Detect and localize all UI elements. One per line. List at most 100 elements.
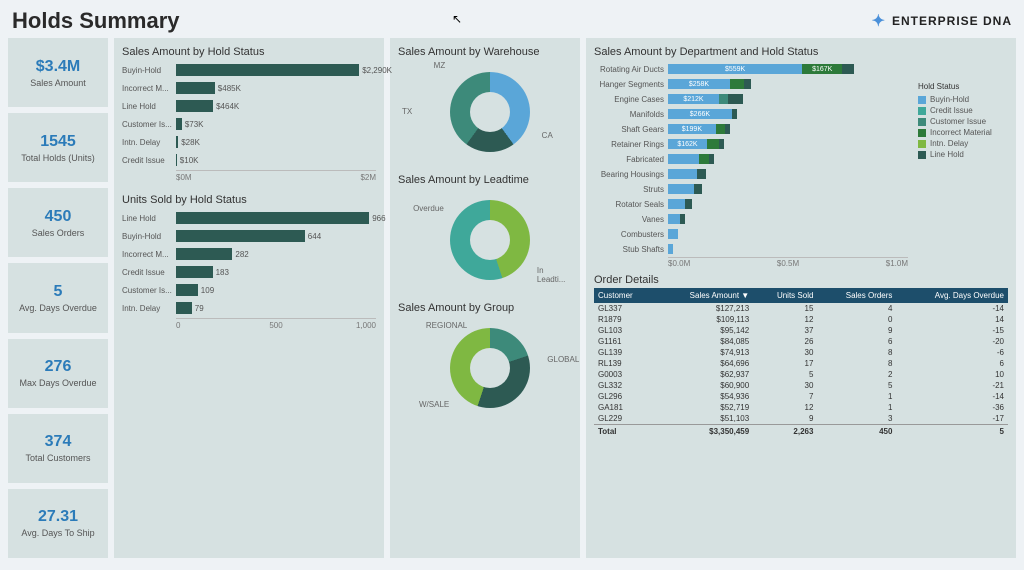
logo-text: ENTERPRISE DNA [892,14,1012,28]
dept-legend: Hold StatusBuyin-HoldCredit IssueCustome… [918,62,1008,268]
hold-status-chart[interactable]: Buyin-Hold$2,290K Incorrect M...$485K Line… [122,62,376,168]
table-header[interactable]: Units Sold [753,288,817,303]
dashboard: $3.4MSales Amount 1545 Total Holds (Units)… [0,38,1024,566]
stacked-row[interactable]: Bearing Housings [594,167,908,181]
legend-item[interactable]: Line Hold [918,150,1008,159]
kpi-card[interactable]: 1545 Total Holds (Units) [8,113,108,182]
leadtime-donut[interactable]: In Leadti...Overdue [420,190,550,300]
warehouse-donut[interactable]: CATXMZ [420,62,550,172]
hold-status-axis: $0M$2M [176,170,376,182]
table-row[interactable]: G0003$62,9375210 [594,369,1008,380]
donut-label: REGIONAL [426,321,467,330]
stacked-row[interactable]: Rotating Air Ducts$559K$167K [594,62,908,76]
table-header[interactable]: Sales Amount ▼ [656,288,754,303]
legend-item[interactable]: Buyin-Hold [918,95,1008,104]
stacked-row[interactable]: Combusters [594,227,908,241]
group-title: Sales Amount by Group [398,302,572,314]
bar-label: Intn. Delay [122,138,176,147]
units-sold-title: Units Sold by Hold Status [122,194,376,206]
table-header[interactable]: Avg. Days Overdue [896,288,1008,303]
kpi-card[interactable]: $3.4MSales Amount [8,38,108,107]
stacked-row[interactable]: Fabricated [594,152,908,166]
bar-row[interactable]: Line Hold966 [122,210,376,226]
bar-row[interactable]: Customer Is...109 [122,282,376,298]
table-row[interactable]: GL103$95,142379-15 [594,325,1008,336]
donut-label: W/SALE [419,400,449,409]
kpi-value: 276 [45,358,72,376]
kpi-value: 1545 [40,133,76,151]
bar-row[interactable]: Line Hold$464K [122,98,376,114]
bar-row[interactable]: Incorrect M...282 [122,246,376,262]
table-row[interactable]: RL139$64,6961786 [594,358,1008,369]
bar-label: Credit Issue [122,268,176,277]
stacked-row[interactable]: Shaft Gears$199K [594,122,908,136]
bar-row[interactable]: Incorrect M...$485K [122,80,376,96]
stacked-label: Manifolds [594,110,668,119]
kpi-card[interactable]: 27.31Avg. Days To Ship [8,489,108,558]
kpi-value: 450 [45,208,72,226]
table-row[interactable]: GA181$52,719121-36 [594,402,1008,413]
kpi-label: Avg. Days To Ship [21,528,94,538]
kpi-value: 5 [54,283,63,301]
dept-chart-title: Sales Amount by Department and Hold Stat… [594,46,1008,58]
bar-label: Buyin-Hold [122,232,176,241]
bar-row[interactable]: Buyin-Hold$2,290K [122,62,376,78]
donuts-column: Sales Amount by Warehouse CATXMZ Sales A… [390,38,580,558]
cursor-icon: ↖ [452,12,462,26]
bar-label: Line Hold [122,102,176,111]
table-row[interactable]: GL337$127,213154-14 [594,303,1008,314]
table-row[interactable]: GL139$74,913308-6 [594,347,1008,358]
leadtime-title: Sales Amount by Leadtime [398,174,572,186]
stacked-row[interactable]: Hanger Segments$258K [594,77,908,91]
legend-item[interactable]: Credit Issue [918,106,1008,115]
legend-item[interactable]: Customer Issue [918,117,1008,126]
donut-label: CA [542,131,553,140]
legend-item[interactable]: Intn. Delay [918,139,1008,148]
order-details-table[interactable]: CustomerSales Amount ▼Units SoldSales Or… [594,288,1008,437]
table-row[interactable]: G1161$84,085266-20 [594,336,1008,347]
bar-label: Customer Is... [122,286,176,295]
stacked-row[interactable]: Engine Cases$212K [594,92,908,106]
group-donut[interactable]: GLOBALW/SALEREGIONAL [420,318,550,428]
bar-row[interactable]: Intn. Delay79 [122,300,376,316]
stacked-row[interactable]: Manifolds$266K [594,107,908,121]
stacked-row[interactable]: Stub Shafts [594,242,908,256]
table-row[interactable]: GL332$60,900305-21 [594,380,1008,391]
stacked-row[interactable]: Rotator Seals [594,197,908,211]
stacked-row[interactable]: Vanes [594,212,908,226]
bar-row[interactable]: Customer Is...$73K [122,116,376,132]
kpi-card[interactable]: 5 Avg. Days Overdue [8,263,108,332]
table-row[interactable]: GL229$51,10393-17 [594,413,1008,425]
units-sold-axis: 05001,000 [176,318,376,330]
bar-label: Line Hold [122,214,176,223]
dept-chart-area: Rotating Air Ducts$559K$167KHanger Segme… [594,62,1008,268]
bar-row[interactable]: Credit Issue183 [122,264,376,280]
stacked-label: Retainer Rings [594,140,668,149]
logo: ✦ ENTERPRISE DNA [872,11,1012,31]
units-sold-chart[interactable]: Line Hold966 Buyin-Hold644 Incorrect M...2… [122,210,376,316]
kpi-card[interactable]: 450Sales Orders [8,188,108,257]
table-header[interactable]: Sales Orders [817,288,896,303]
bar-row[interactable]: Credit Issue$10K [122,152,376,168]
kpi-card[interactable]: 374Total Customers [8,414,108,483]
bar-row[interactable]: Buyin-Hold644 [122,228,376,244]
bar-label: Buyin-Hold [122,66,176,75]
bar-row[interactable]: Intn. Delay$28K [122,134,376,150]
stacked-row[interactable]: Struts [594,182,908,196]
table-row[interactable]: GL296$54,93671-14 [594,391,1008,402]
order-details-title: Order Details [594,274,1008,286]
table-row[interactable]: R1879$109,11312014 [594,314,1008,325]
donut-label: TX [402,107,412,116]
kpi-label: Avg. Days Overdue [19,303,97,313]
dept-stacked-chart[interactable]: Rotating Air Ducts$559K$167KHanger Segme… [594,62,908,268]
kpi-label: Total Holds (Units) [21,153,95,163]
kpi-card[interactable]: 276Max Days Overdue [8,339,108,408]
kpi-value: 374 [45,433,72,451]
stacked-label: Stub Shafts [594,245,668,254]
stacked-row[interactable]: Retainer Rings$162K [594,137,908,151]
kpi-label: Sales Amount [30,78,86,88]
legend-item[interactable]: Incorrect Material [918,128,1008,137]
stacked-label: Combusters [594,230,668,239]
donut-label: Overdue [413,204,444,213]
table-header[interactable]: Customer [594,288,656,303]
